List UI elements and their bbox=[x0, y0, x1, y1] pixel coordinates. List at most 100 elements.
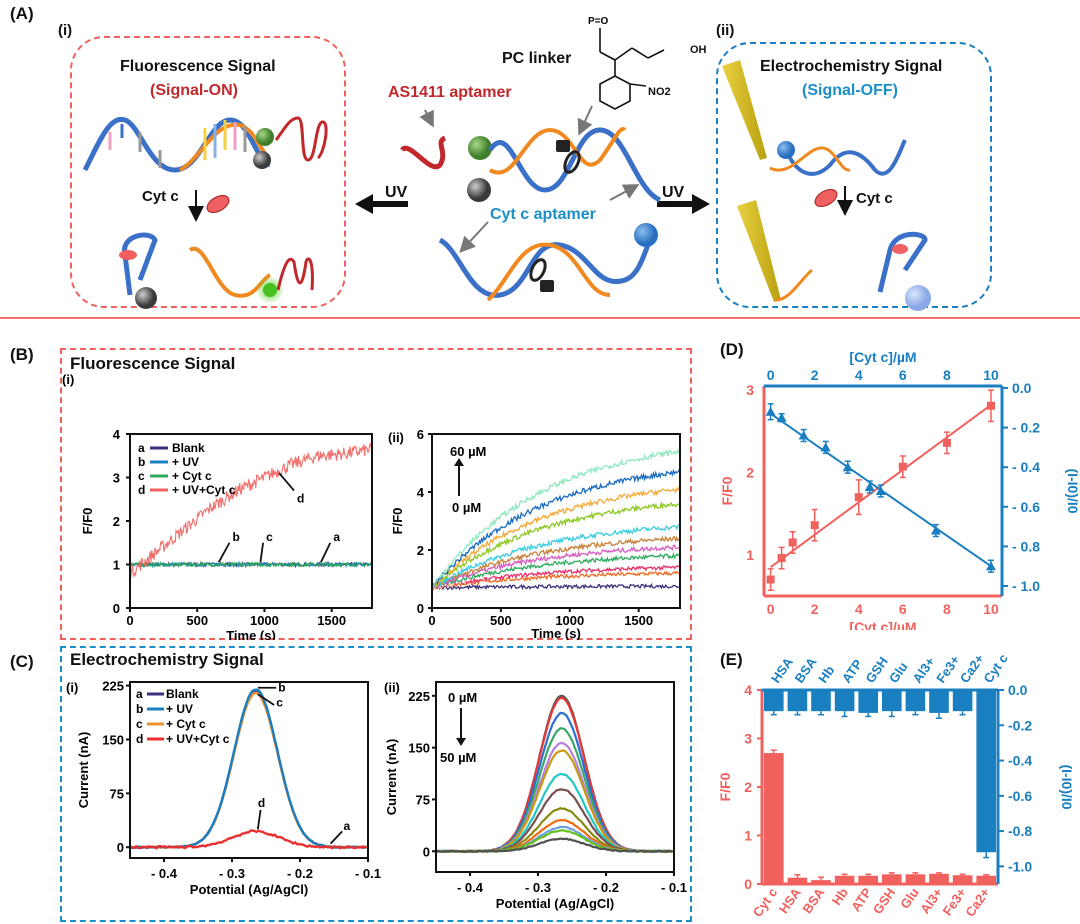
right-y-tick-label: 0.0 bbox=[1008, 682, 1028, 698]
x-tick-label: 1500 bbox=[317, 613, 346, 628]
annotation-label-d: d bbox=[258, 796, 265, 810]
bottom-bar bbox=[787, 877, 808, 884]
sublabel-b-i: (i) bbox=[62, 372, 74, 387]
as1411-aptamer-label: AS1411 aptamer bbox=[388, 84, 512, 101]
right-y-tick-label: - 1.0 bbox=[1012, 578, 1040, 594]
top-bar bbox=[929, 690, 949, 713]
quencher-icon bbox=[135, 287, 157, 309]
x-tick-label: 500 bbox=[186, 613, 208, 628]
top-x-tick-label: 2 bbox=[811, 367, 819, 383]
as1411-aptamer-icon bbox=[400, 135, 447, 170]
legend-key: b bbox=[138, 455, 145, 469]
fluorescence-panel-box bbox=[60, 348, 692, 640]
left-y-tick-label: 4 bbox=[744, 682, 752, 698]
x-tick-label: - 0.2 bbox=[593, 880, 619, 895]
quencher-icon bbox=[467, 178, 491, 202]
top-bar bbox=[905, 690, 926, 712]
top-category-label: ATP bbox=[839, 656, 866, 685]
bottom-x-tick-label: 4 bbox=[855, 601, 863, 617]
bottom-x-axis-label: [Cyt c]/µM bbox=[849, 619, 916, 630]
bottom-bar bbox=[834, 875, 855, 884]
data-point-square bbox=[854, 493, 863, 502]
y-tick-label: 225 bbox=[102, 679, 124, 694]
electrochemistry-scheme-title: Electrochemistry Signal bbox=[760, 58, 943, 75]
bottom-bar bbox=[976, 875, 996, 884]
fluorophore-icon bbox=[468, 136, 492, 160]
bottom-bar bbox=[929, 873, 949, 884]
y-tick-label: 0 bbox=[113, 601, 120, 616]
annotation-label-a: a bbox=[333, 530, 340, 544]
sublabel-b-ii: (ii) bbox=[388, 430, 404, 445]
x-tick-label: - 0.1 bbox=[355, 866, 381, 881]
series-line-3 bbox=[431, 559, 681, 590]
right-y-axis-label: (I-I0)/I0 bbox=[1065, 468, 1080, 513]
data-point-triangle bbox=[820, 442, 831, 452]
chart-b-i: (i) 0 1 2 3 4 0 500 1000 1500 Time (s) F/F0 a Blank b +… bbox=[62, 372, 373, 640]
sublabel-c-ii: (ii) bbox=[384, 680, 400, 695]
series-line-12 bbox=[435, 837, 673, 853]
data-point-square bbox=[810, 521, 819, 530]
series-line-6 bbox=[431, 535, 681, 590]
annotation-top: 0 µM bbox=[448, 690, 477, 705]
fluorophore-icon bbox=[256, 128, 274, 146]
top-x-tick-label: 6 bbox=[899, 367, 907, 383]
y-axis-label: F/F0 bbox=[80, 508, 95, 535]
chart-b-ii: (ii) 0 2 4 6 0 500 1000 1500 Time (s) F/F0 60 µM 0 µ… bbox=[388, 427, 681, 640]
pc-linker-label: PC linker bbox=[502, 50, 572, 67]
top-category-label: GSH bbox=[862, 654, 890, 686]
bottom-category-label: BSA bbox=[799, 885, 827, 917]
bottom-x-tick-label: 2 bbox=[811, 601, 819, 617]
x-axis-label: Time (s) bbox=[531, 626, 581, 640]
dna-duplex-icon bbox=[487, 127, 662, 203]
g-quadruplex-icon bbox=[276, 257, 314, 291]
series-line-0 bbox=[431, 582, 681, 591]
panel-a-i-label: (i) bbox=[58, 22, 73, 39]
y-tick-label: 75 bbox=[110, 786, 124, 801]
plot-frame bbox=[129, 681, 369, 859]
series-line-d bbox=[129, 829, 367, 850]
bottom-bar bbox=[764, 753, 784, 884]
x-tick-label: 1000 bbox=[250, 613, 279, 628]
y-axis-label: F/F0 bbox=[390, 508, 405, 535]
methylene-blue-icon bbox=[777, 141, 795, 159]
annotation-bottom: 0 µM bbox=[452, 500, 481, 515]
dna-duplex-icon bbox=[788, 139, 907, 176]
top-x-tick-label: 8 bbox=[943, 367, 951, 383]
top-category-label: HSA bbox=[768, 654, 796, 686]
methylene-blue-icon bbox=[634, 223, 658, 247]
panel-e-label: (E) bbox=[720, 650, 743, 669]
pointer-arrow-icon bbox=[419, 109, 434, 128]
x-tick-label: 500 bbox=[490, 613, 512, 628]
left-y-axis-label: F/F0 bbox=[717, 772, 733, 801]
y-tick-label: 0 bbox=[117, 840, 124, 855]
y-tick-label: 3 bbox=[113, 471, 120, 486]
bottom-category-label: HSA bbox=[776, 885, 804, 917]
quencher-icon bbox=[253, 151, 271, 169]
uv-left-label: UV bbox=[385, 184, 408, 201]
uv-arrowhead-right-icon bbox=[692, 194, 710, 214]
series-line-5 bbox=[435, 749, 673, 853]
legend-key: d bbox=[136, 732, 143, 746]
series-line-7 bbox=[435, 788, 673, 853]
pointer-arrow-icon bbox=[609, 184, 640, 201]
y-tick-label: 0 bbox=[423, 844, 430, 859]
cytc-aptamer-label: Cyt c aptamer bbox=[490, 206, 596, 223]
data-point-square bbox=[788, 538, 797, 547]
top-x-axis-label: [Cyt c]/µM bbox=[849, 349, 916, 365]
annotation-arrow bbox=[259, 542, 264, 563]
right-y-tick-label: -0.2 bbox=[1008, 717, 1032, 733]
bottom-category-label: GSH bbox=[870, 885, 898, 917]
top-bar bbox=[787, 690, 808, 712]
annotation-arrow bbox=[320, 542, 332, 563]
bottom-bar bbox=[882, 874, 902, 884]
panel-a-label: (A) bbox=[10, 4, 34, 23]
x-axis-label: Potential (Ag/AgCl) bbox=[496, 896, 614, 911]
x-tick-label: 1000 bbox=[555, 613, 584, 628]
chart-d: 0 0 2 2 4 4 6 6 8 8 10 10 [Cyt c]/µM [Cyt c]/µM 1 2 3 0.0… bbox=[719, 349, 1080, 630]
data-point-triangle bbox=[842, 462, 853, 472]
methylene-blue-icon bbox=[905, 285, 931, 311]
top-bar bbox=[952, 690, 973, 712]
left-y-tick-label: 0 bbox=[744, 876, 752, 892]
fluorescence-scheme-title: Fluorescence Signal bbox=[120, 58, 276, 75]
data-point-square bbox=[986, 401, 995, 410]
